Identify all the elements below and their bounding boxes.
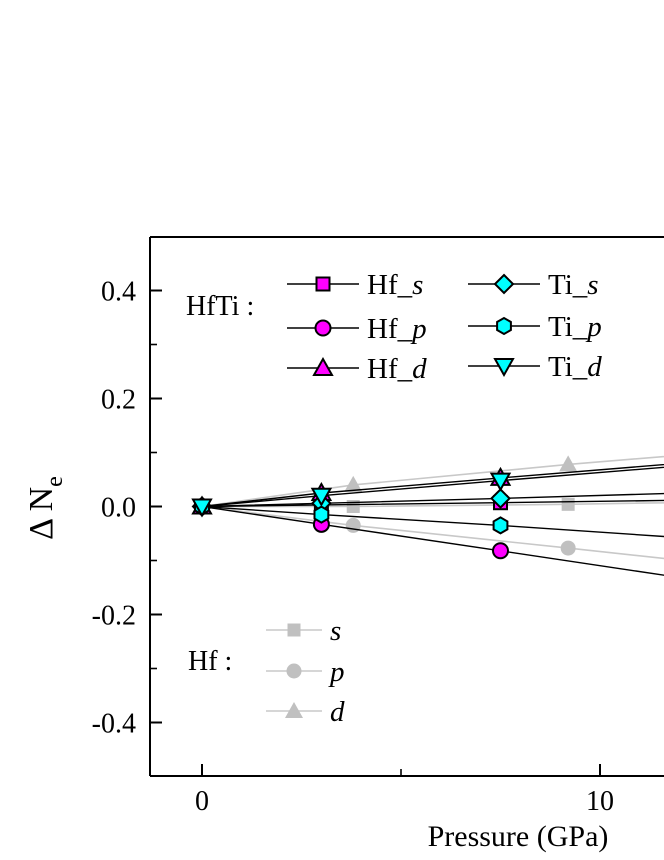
series-line [201, 455, 664, 508]
legend-group-label-hf: Hf : [188, 646, 232, 677]
series-line [201, 505, 664, 576]
legend-item-hf-p: p [266, 656, 345, 688]
y-axis-label-main: Δ N [23, 487, 60, 540]
legend-marker [496, 316, 512, 336]
data-point [492, 516, 509, 535]
series-line [201, 505, 664, 538]
series-hf-d [193, 455, 664, 514]
legend-label: Ti_s [548, 269, 599, 301]
legend-item-hf-s: Hf_s [287, 269, 423, 301]
series-hf-s [194, 495, 664, 514]
plot-area [191, 455, 664, 576]
data-point [492, 542, 509, 560]
legend-label: Hf_d [367, 353, 427, 385]
legend-label: p [328, 656, 345, 688]
series-line [201, 463, 664, 508]
legend-item-hf-d: Hf_d [287, 353, 427, 385]
legend-marker [493, 358, 515, 378]
legend-marker [315, 276, 331, 292]
legend-label: d [330, 696, 345, 728]
series-ti-p [194, 497, 664, 538]
y-tick-label: 0.2 [101, 385, 136, 416]
legend-item-ti-s: Ti_s [468, 269, 599, 301]
legend-label: Ti_d [548, 351, 602, 383]
svg-text:Δ Ne: Δ Ne [23, 476, 68, 540]
legend-label: Hf_p [367, 313, 427, 345]
series-line [201, 505, 664, 560]
series-ti-d [191, 466, 664, 518]
data-point [345, 517, 361, 533]
series-line [201, 492, 664, 508]
data-point [489, 472, 512, 492]
axes: 0.40.20.0-0.2-0.4010203040 [92, 236, 664, 817]
series-hf-d [191, 463, 664, 515]
legend-item-ti-p: Ti_p [468, 311, 602, 343]
data-point [561, 497, 575, 511]
y-tick-label: 0.0 [101, 493, 136, 524]
legend-marker [312, 356, 334, 376]
legend-label: Ti_p [548, 311, 602, 343]
data-point [344, 475, 363, 492]
legend-marker [314, 319, 332, 337]
legend-marker [287, 623, 301, 637]
series-hf-s [195, 497, 664, 513]
legend-label: s [330, 615, 341, 647]
series-line [201, 499, 664, 508]
data-point [346, 500, 360, 513]
series-hf-p [193, 498, 664, 576]
legend-marker [285, 702, 303, 718]
data-point [310, 487, 333, 507]
x-tick-label: 10 [586, 786, 614, 817]
data-point [560, 540, 576, 556]
legend-group-label-hfti: HfTi : [186, 291, 254, 322]
y-axis-label-sub: e [42, 476, 68, 487]
legend-item-hf-p: Hf_p [287, 313, 427, 345]
series-line [202, 501, 664, 508]
x-axis-label: Pressure (GPa) [428, 820, 609, 853]
legend-marker [493, 273, 515, 295]
x-tick-label: 0 [195, 786, 209, 817]
data-point [559, 455, 578, 472]
legend-item-hf-s: s [266, 615, 341, 647]
y-tick-label: 0.4 [101, 277, 136, 308]
y-tick-label: -0.2 [92, 601, 136, 632]
data-point [313, 505, 330, 524]
data-point [490, 487, 511, 509]
legend-marker [286, 663, 302, 679]
series-line [201, 466, 664, 508]
legend-label: Hf_s [367, 269, 423, 301]
data-point [191, 498, 213, 518]
legend-item-ti-d: Ti_d [468, 351, 602, 383]
y-axis-label: Δ Ne [23, 476, 68, 540]
legend-item-hf-d: d [266, 696, 345, 728]
y-tick-label: -0.4 [92, 709, 136, 740]
